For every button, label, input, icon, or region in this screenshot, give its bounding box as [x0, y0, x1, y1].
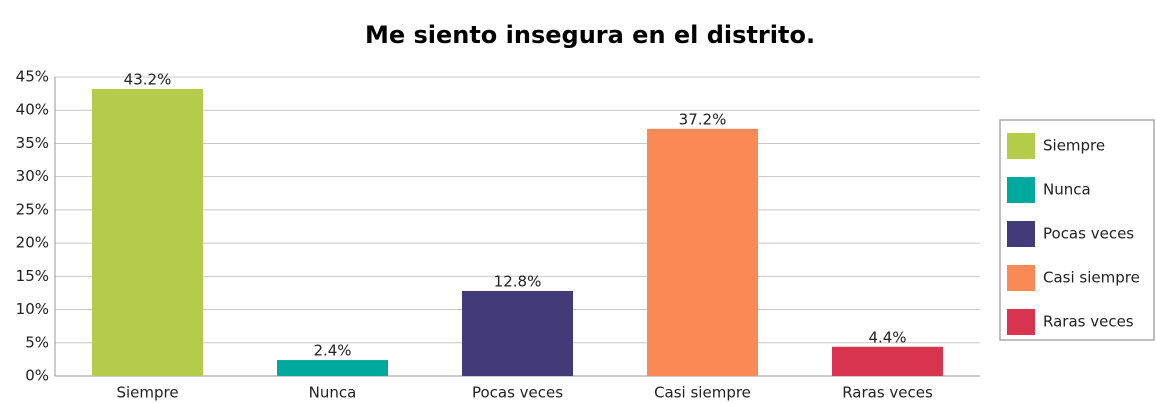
legend-label: Nunca [1043, 181, 1091, 199]
legend-swatch [1007, 221, 1035, 247]
legend-swatch [1007, 309, 1035, 335]
chart-title: Me siento insegura en el distrito. [365, 21, 815, 49]
bar [277, 360, 388, 376]
value-label: 43.2% [124, 70, 172, 88]
y-tick-label: 40% [16, 101, 49, 119]
x-tick-label: Casi siempre [654, 384, 751, 402]
y-tick-label: 20% [16, 234, 49, 252]
y-tick-label: 0% [25, 367, 49, 385]
legend-label: Pocas veces [1043, 225, 1134, 243]
y-tick-label: 5% [25, 333, 49, 351]
legend-label: Raras veces [1043, 313, 1134, 331]
y-tick-label: 30% [16, 167, 49, 185]
value-label: 4.4% [868, 328, 906, 346]
legend-label: Casi siempre [1043, 269, 1140, 287]
value-label: 12.8% [494, 272, 542, 290]
x-tick-label: Raras veces [842, 384, 933, 402]
y-tick-label: 35% [16, 134, 49, 152]
x-tick-label: Nunca [309, 384, 357, 402]
y-tick-label: 25% [16, 200, 49, 218]
y-tick-label: 10% [16, 300, 49, 318]
bar [832, 346, 943, 376]
bar [92, 88, 203, 377]
x-tick-label: Siempre [116, 384, 178, 402]
legend-swatch [1007, 177, 1035, 203]
y-tick-label: 45% [16, 68, 49, 86]
legend-swatch [1007, 133, 1035, 159]
x-tick-label: Pocas veces [472, 384, 563, 402]
legend-label: Siempre [1043, 137, 1105, 155]
bar [647, 128, 758, 376]
bar [462, 290, 573, 376]
legend-swatch [1007, 265, 1035, 291]
value-label: 37.2% [679, 110, 727, 128]
y-tick-label: 15% [16, 267, 49, 285]
value-label: 2.4% [313, 342, 351, 360]
